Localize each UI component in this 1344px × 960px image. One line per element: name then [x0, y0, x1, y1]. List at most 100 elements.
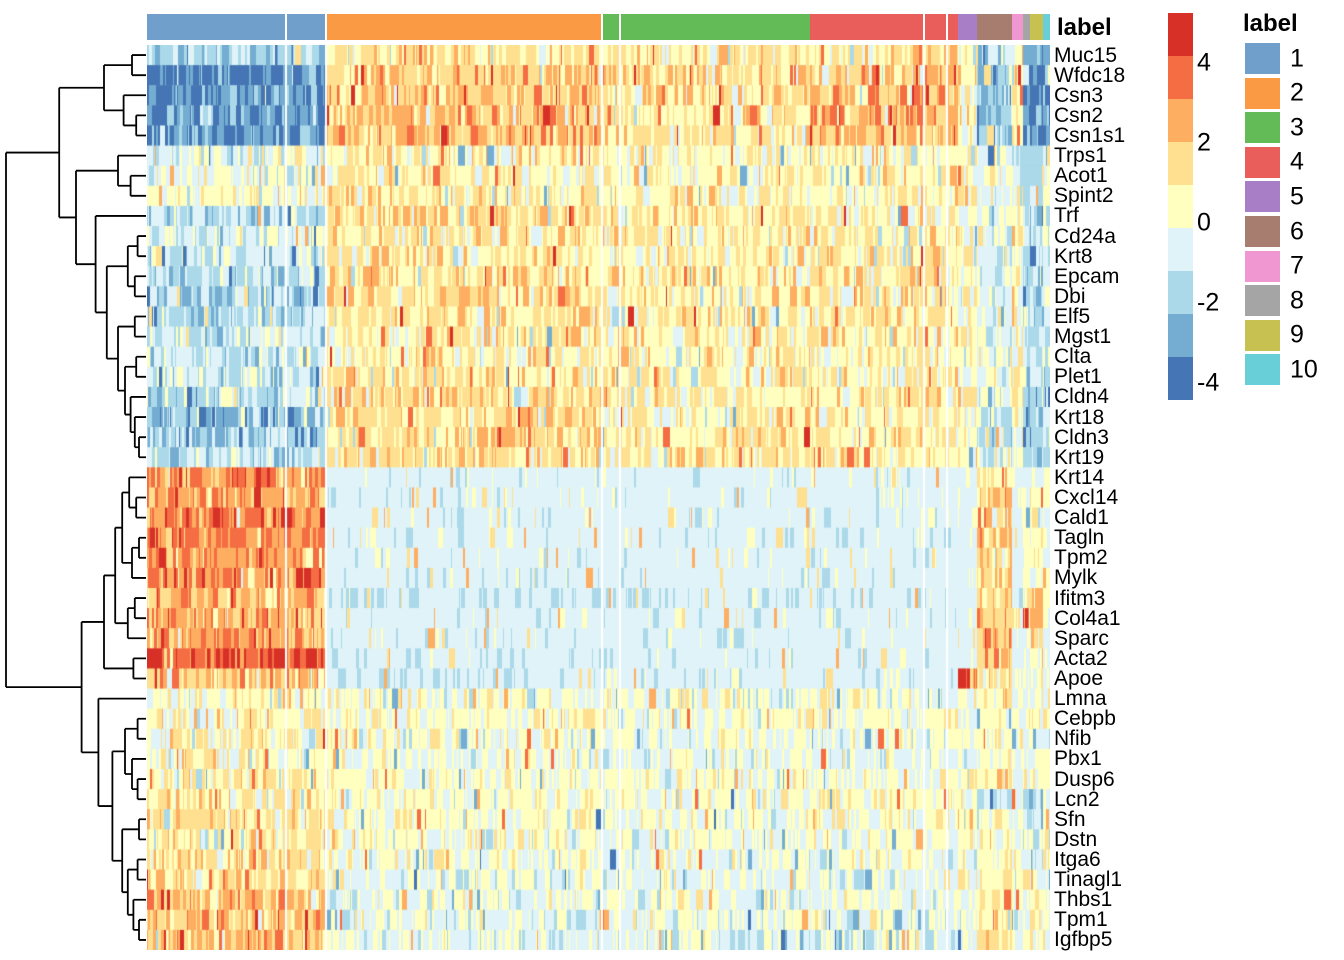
- legend-label-4: 4: [1290, 147, 1304, 176]
- row-label-Krt8: Krt8: [1054, 244, 1093, 268]
- annotation-gap: [285, 14, 287, 40]
- scale-block: [1168, 314, 1193, 357]
- row-label-Dusp6: Dusp6: [1054, 767, 1115, 791]
- row-label-Trf: Trf: [1054, 204, 1079, 228]
- legend-label-7: 7: [1290, 251, 1304, 280]
- annotation-gap: [325, 14, 327, 40]
- annotation-segment-cluster-6: [977, 14, 1012, 40]
- scale-tick--4: -4: [1197, 368, 1220, 397]
- annotation-segment-cluster-1: [147, 14, 325, 40]
- scale-tick-2: 2: [1197, 128, 1211, 157]
- row-label-Itga6: Itga6: [1054, 848, 1101, 871]
- annotation-segment-cluster-5: [958, 14, 977, 40]
- row-label-Csn1s1: Csn1s1: [1054, 124, 1126, 147]
- row-label-Tpm1: Tpm1: [1054, 908, 1108, 932]
- legend-swatch-3: [1245, 112, 1280, 144]
- row-label-Lcn2: Lcn2: [1054, 787, 1100, 811]
- legend-swatch-2: [1245, 77, 1280, 109]
- row-label-Krt14: Krt14: [1054, 465, 1105, 489]
- legend-label-6: 6: [1290, 217, 1304, 245]
- row-label-Clta: Clta: [1054, 345, 1092, 369]
- row-label-Mylk: Mylk: [1054, 566, 1098, 590]
- scale-tick--2: -2: [1197, 288, 1220, 317]
- row-label-Epcam: Epcam: [1054, 264, 1120, 288]
- annotation-title: label: [1057, 14, 1112, 41]
- annotation-segment-cluster-9: [1030, 14, 1043, 40]
- row-label-Tpm2: Tpm2: [1054, 546, 1108, 570]
- dendrogram-path: [5, 54, 146, 941]
- row-label-Acot1: Acot1: [1054, 164, 1108, 188]
- scale-tick-0: 0: [1197, 208, 1211, 237]
- legend-label-10: 10: [1290, 355, 1318, 384]
- row-label-Tinagl1: Tinagl1: [1054, 868, 1123, 892]
- scale-block: [1168, 357, 1193, 400]
- legend-swatch-1: [1245, 43, 1280, 74]
- row-label-Cldn3: Cldn3: [1054, 425, 1109, 449]
- scale-block: [1168, 99, 1193, 142]
- legend-swatch-8: [1245, 285, 1280, 317]
- scale-block: [1168, 185, 1193, 228]
- heatmap-canvas: [147, 45, 1050, 950]
- legend-swatch-5: [1245, 181, 1280, 213]
- legend-label-8: 8: [1290, 286, 1304, 315]
- row-label-Plet1: Plet1: [1054, 365, 1102, 389]
- annotation-gap: [619, 14, 621, 40]
- row-label-Wfdc18: Wfdc18: [1054, 63, 1126, 87]
- annotation-segment-cluster-7: [1012, 14, 1023, 40]
- annotation-segment-cluster-8: [1023, 14, 1030, 40]
- row-label-Tagln: Tagln: [1054, 526, 1105, 550]
- legend-label-1: 1: [1290, 44, 1304, 72]
- row-label-Cebpb: Cebpb: [1054, 707, 1116, 731]
- row-label-Mgst1: Mgst1: [1054, 325, 1112, 349]
- row-label-Col4a1: Col4a1: [1054, 606, 1121, 630]
- annotation-gap: [946, 14, 948, 40]
- scale-block: [1168, 142, 1193, 185]
- row-label-Cald1: Cald1: [1054, 506, 1109, 530]
- annotation-segment-cluster-3: [601, 14, 810, 40]
- scale-block: [1168, 271, 1193, 314]
- column-annotation-bar: [147, 14, 1050, 40]
- colorscale-legend: [1168, 13, 1193, 400]
- row-label-Dbi: Dbi: [1054, 284, 1086, 308]
- legend-title: label: [1243, 10, 1298, 37]
- row-label-Krt18: Krt18: [1054, 405, 1105, 429]
- annotation-segment-cluster-10: [1043, 14, 1050, 40]
- row-label-Trps1: Trps1: [1054, 144, 1107, 168]
- row-label-Csn3: Csn3: [1054, 83, 1104, 107]
- legend-label-2: 2: [1290, 78, 1304, 107]
- legend-swatch-10: [1245, 354, 1280, 386]
- legend-label-5: 5: [1290, 182, 1304, 211]
- row-label-Sparc: Sparc: [1054, 626, 1109, 650]
- legend-swatch-9: [1245, 319, 1280, 351]
- legend-label-9: 9: [1290, 320, 1304, 349]
- row-label-Cd24a: Cd24a: [1054, 224, 1116, 248]
- row-label-Ifitm3: Ifitm3: [1054, 586, 1106, 610]
- annotation-gap: [601, 14, 603, 40]
- row-label-Apoe: Apoe: [1054, 667, 1104, 690]
- row-label-Thbs1: Thbs1: [1054, 888, 1113, 912]
- annotation-segment-cluster-2: [325, 14, 601, 40]
- row-label-Nfib: Nfib: [1054, 727, 1092, 751]
- row-label-Dstn: Dstn: [1054, 827, 1098, 851]
- legend-swatch-6: [1245, 216, 1280, 247]
- row-label-Elf5: Elf5: [1054, 305, 1091, 328]
- row-label-Krt19: Krt19: [1054, 445, 1105, 469]
- legend-swatch-4: [1245, 146, 1280, 178]
- row-label-Sfn: Sfn: [1054, 807, 1086, 831]
- row-label-Lmna: Lmna: [1054, 687, 1107, 711]
- row-label-Igfbp5: Igfbp5: [1054, 928, 1113, 952]
- row-label-Muc15: Muc15: [1054, 43, 1118, 67]
- row-label-Cldn4: Cldn4: [1054, 385, 1109, 409]
- row-label-Csn2: Csn2: [1054, 103, 1104, 127]
- scale-block: [1168, 228, 1193, 271]
- scale-block: [1168, 56, 1193, 99]
- legend-label-3: 3: [1290, 113, 1304, 142]
- row-label-Spint2: Spint2: [1054, 184, 1114, 208]
- annotation-gap: [923, 14, 925, 40]
- scale-block: [1168, 13, 1193, 56]
- row-label-Cxcl14: Cxcl14: [1054, 486, 1119, 509]
- row-label-Acta2: Acta2: [1054, 646, 1108, 670]
- annotation-segment-cluster-4: [810, 14, 958, 40]
- legend-swatch-7: [1245, 250, 1280, 282]
